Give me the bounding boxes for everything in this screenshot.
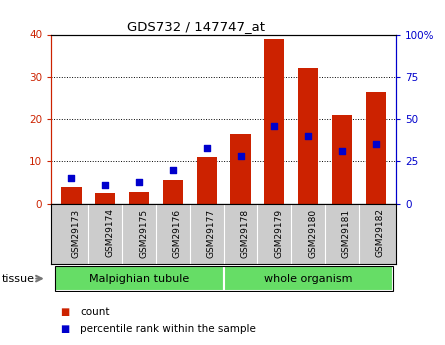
Bar	[197, 157, 217, 204]
Bar	[264, 39, 284, 204]
Text: GSM29173: GSM29173	[72, 208, 81, 257]
Point	[136, 179, 143, 184]
Point	[372, 142, 379, 147]
Bar	[224, 266, 392, 291]
Point	[304, 133, 311, 139]
Text: GSM29178: GSM29178	[240, 208, 250, 257]
Text: GSM29180: GSM29180	[308, 208, 317, 257]
Text: GSM29177: GSM29177	[207, 208, 216, 257]
Bar	[332, 115, 352, 204]
Text: GSM29174: GSM29174	[105, 208, 114, 257]
Text: whole organism: whole organism	[264, 274, 352, 284]
Bar	[95, 193, 115, 204]
Point	[102, 182, 109, 188]
Text: Malpighian tubule: Malpighian tubule	[89, 274, 189, 284]
Text: count: count	[80, 307, 109, 317]
Bar	[231, 134, 251, 204]
Text: GSM29176: GSM29176	[173, 208, 182, 257]
Text: ■: ■	[60, 307, 69, 317]
Point	[170, 167, 177, 172]
Point	[237, 154, 244, 159]
Bar	[163, 180, 183, 204]
Point	[203, 145, 210, 150]
Point	[68, 176, 75, 181]
Text: GDS732 / 147747_at: GDS732 / 147747_at	[127, 20, 265, 33]
Text: ■: ■	[60, 325, 69, 334]
Bar	[55, 266, 224, 291]
Point	[338, 148, 345, 154]
Text: percentile rank within the sample: percentile rank within the sample	[80, 325, 256, 334]
Text: GSM29182: GSM29182	[376, 208, 385, 257]
Bar	[366, 91, 386, 204]
Bar	[129, 192, 149, 204]
Text: GSM29175: GSM29175	[139, 208, 148, 257]
Text: GSM29179: GSM29179	[274, 208, 283, 257]
Text: GSM29181: GSM29181	[342, 208, 351, 257]
Bar	[61, 187, 81, 204]
Point	[271, 123, 278, 129]
Bar	[298, 68, 318, 204]
Text: tissue: tissue	[2, 274, 35, 284]
